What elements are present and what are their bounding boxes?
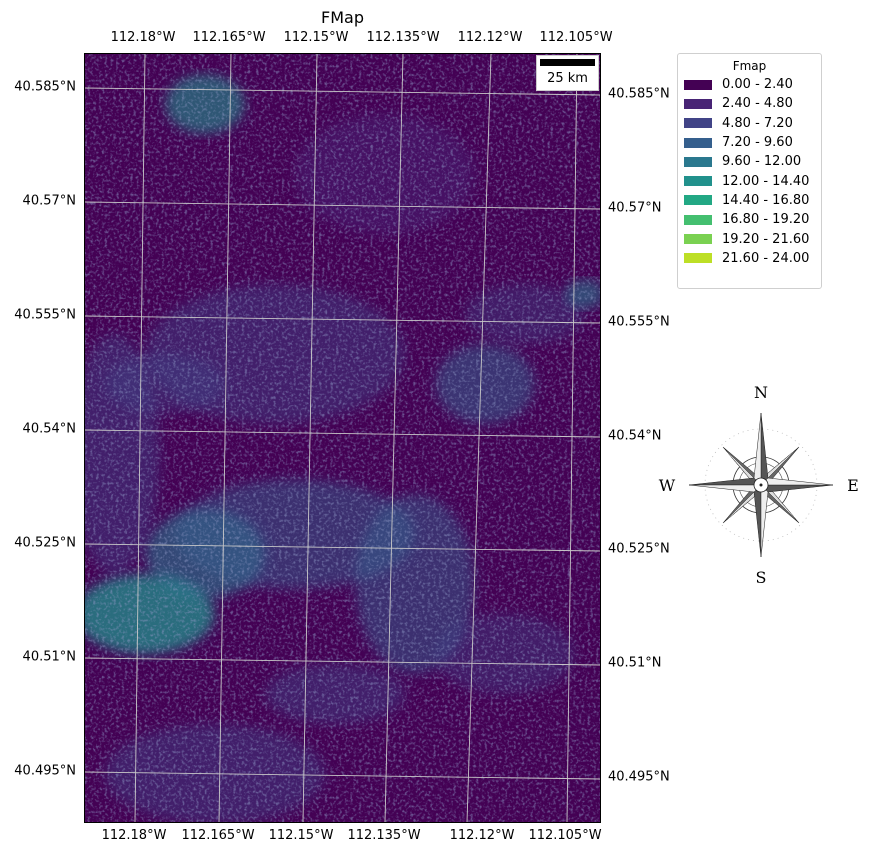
- left-tick-label: 40.525°N: [14, 535, 76, 551]
- left-tick-label: 40.57°N: [22, 193, 76, 209]
- compass-east-label: E: [847, 476, 859, 495]
- legend-swatch: [684, 214, 712, 225]
- legend-swatch: [684, 156, 712, 167]
- top-tick-label: 112.15°W: [283, 30, 349, 45]
- legend: Fmap 0.00 - 2.40 2.40 - 4.80 4.80 - 7.20 7.…: [677, 53, 822, 289]
- top-tick-label: 112.135°W: [366, 30, 440, 45]
- left-tick-label: 40.51°N: [22, 649, 76, 665]
- legend-items: 0.00 - 2.40 2.40 - 4.80 4.80 - 7.20 7.20 - …: [678, 75, 821, 268]
- top-tick-label: 112.165°W: [192, 30, 266, 45]
- legend-label: 4.80 - 7.20: [722, 115, 793, 131]
- legend-label: 21.60 - 24.00: [722, 250, 810, 266]
- raster-texture: [85, 54, 600, 822]
- right-tick-label: 40.54°N: [608, 428, 662, 444]
- map-frame[interactable]: [84, 53, 601, 823]
- legend-label: 14.40 - 16.80: [722, 192, 810, 208]
- bottom-tick-label: 112.135°W: [347, 828, 421, 843]
- bottom-tick-label: 112.105°W: [528, 828, 602, 843]
- legend-swatch: [684, 176, 712, 187]
- left-tick-label: 40.54°N: [22, 421, 76, 437]
- legend-item: 9.60 - 12.00: [678, 152, 821, 171]
- top-tick-label: 112.18°W: [110, 30, 176, 45]
- left-tick-label: 40.585°N: [14, 79, 76, 95]
- legend-swatch: [684, 118, 712, 129]
- bottom-tick-label: 112.165°W: [181, 828, 255, 843]
- legend-label: 19.20 - 21.60: [722, 231, 810, 247]
- top-tick-label: 112.105°W: [539, 30, 613, 45]
- top-tick-label: 112.12°W: [457, 30, 523, 45]
- legend-swatch: [684, 253, 712, 264]
- map-title: FMap: [321, 8, 364, 27]
- legend-label: 2.40 - 4.80: [722, 96, 793, 112]
- left-tick-label: 40.555°N: [14, 307, 76, 323]
- right-tick-label: 40.51°N: [608, 655, 662, 671]
- bottom-tick-label: 112.12°W: [449, 828, 515, 843]
- legend-item: 16.80 - 19.20: [678, 210, 821, 229]
- graticule: [85, 54, 600, 822]
- legend-swatch: [684, 79, 712, 90]
- compass-west-label: W: [659, 476, 676, 495]
- legend-swatch: [684, 98, 712, 109]
- legend-item: 0.00 - 2.40: [678, 75, 821, 94]
- legend-item: 14.40 - 16.80: [678, 191, 821, 210]
- legend-item: 4.80 - 7.20: [678, 114, 821, 133]
- legend-label: 9.60 - 12.00: [722, 154, 802, 170]
- compass-south-label: S: [756, 568, 767, 587]
- bottom-tick-label: 112.18°W: [101, 828, 167, 843]
- left-tick-label: 40.495°N: [14, 763, 76, 779]
- legend-label: 12.00 - 14.40: [722, 173, 810, 189]
- right-tick-label: 40.57°N: [608, 200, 662, 216]
- scale-bar-label: 25 km: [547, 71, 588, 86]
- legend-item: 19.20 - 21.60: [678, 229, 821, 248]
- legend-swatch: [684, 137, 712, 148]
- legend-swatch: [684, 234, 712, 245]
- legend-label: 16.80 - 19.20: [722, 212, 810, 228]
- legend-item: 7.20 - 9.60: [678, 133, 821, 152]
- legend-label: 0.00 - 2.40: [722, 77, 793, 93]
- bottom-tick-label: 112.15°W: [268, 828, 334, 843]
- legend-swatch: [684, 195, 712, 206]
- compass-rose-icon: N S E W: [659, 383, 859, 587]
- right-tick-label: 40.525°N: [608, 541, 670, 557]
- legend-item: 12.00 - 14.40: [678, 171, 821, 190]
- legend-title: Fmap: [732, 59, 767, 73]
- scale-bar-line: [540, 59, 595, 66]
- right-tick-label: 40.555°N: [608, 314, 670, 330]
- legend-item: 21.60 - 24.00: [678, 249, 821, 268]
- legend-item: 2.40 - 4.80: [678, 94, 821, 113]
- scale-bar: 25 km: [536, 55, 599, 91]
- right-tick-label: 40.495°N: [608, 769, 670, 785]
- right-tick-label: 40.585°N: [608, 86, 670, 102]
- compass-north-label: N: [754, 383, 768, 402]
- raster-map: [85, 54, 600, 822]
- legend-label: 7.20 - 9.60: [722, 135, 793, 151]
